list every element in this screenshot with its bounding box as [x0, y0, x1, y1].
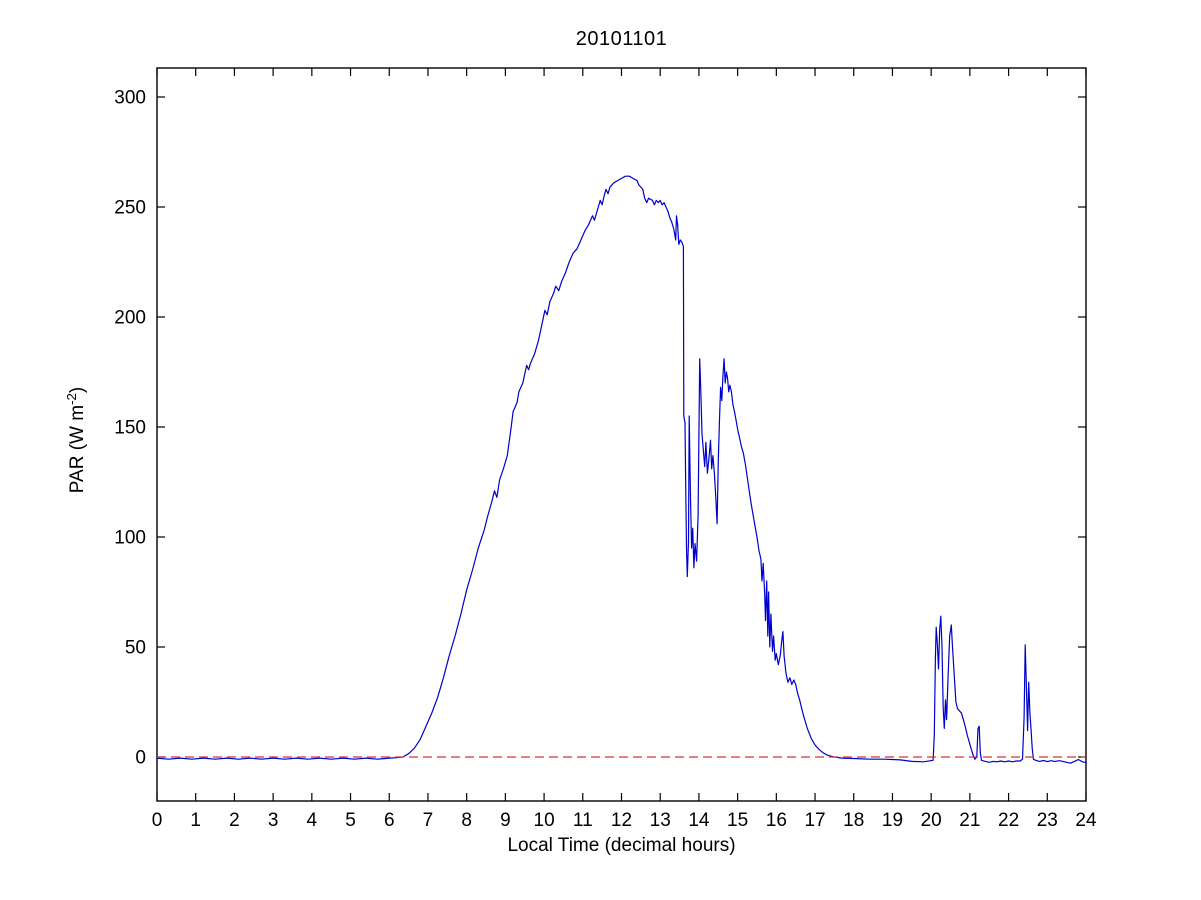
x-tick-label: 11	[573, 810, 593, 831]
x-tick-label: 14	[688, 810, 710, 831]
x-tick-label: 17	[804, 810, 825, 831]
x-tick-label: 0	[152, 810, 163, 831]
x-tick-label: 10	[534, 810, 555, 831]
x-tick-label: 22	[998, 810, 1019, 831]
x-tick-label: 19	[882, 810, 903, 831]
x-tick-label: 23	[1037, 810, 1058, 831]
x-axis-label: Local Time (decimal hours)	[507, 835, 736, 856]
chart-title: 20101101	[575, 28, 668, 50]
x-tick-label: 6	[384, 810, 395, 831]
x-tick-label: 15	[727, 810, 748, 831]
x-tick-label: 24	[1075, 810, 1097, 831]
x-tick-label: 12	[611, 810, 632, 831]
x-tick-label: 3	[268, 810, 279, 831]
x-tick-label: 21	[959, 810, 980, 831]
x-tick-label: 2	[229, 810, 240, 831]
x-tick-label: 1	[190, 810, 201, 831]
x-tick-label: 7	[423, 810, 434, 831]
x-tick-label: 8	[461, 810, 472, 831]
y-tick-label: 300	[114, 88, 146, 109]
x-tick-label: 4	[307, 810, 318, 831]
x-tick-label: 13	[650, 810, 671, 831]
y-axis-label-superscript: -2	[63, 393, 79, 405]
y-axis-label-suffix: )	[67, 386, 88, 394]
x-tick-label: 16	[766, 810, 787, 831]
x-tick-label: 18	[843, 810, 864, 831]
y-tick-label: 250	[114, 198, 146, 219]
y-tick-label: 150	[114, 418, 146, 439]
x-tick-label: 9	[500, 810, 511, 831]
y-tick-label: 0	[135, 748, 146, 769]
par-line	[156, 175, 1087, 764]
y-tick-label: 50	[125, 638, 146, 659]
y-axis-label: PAR (W m-2)	[63, 386, 89, 494]
y-tick-label: 200	[114, 308, 146, 329]
x-tick-label: 5	[345, 810, 356, 831]
y-axis-label-text: PAR (W m	[67, 404, 88, 494]
x-tick-label: 20	[921, 810, 942, 831]
y-tick-label: 100	[114, 528, 146, 549]
